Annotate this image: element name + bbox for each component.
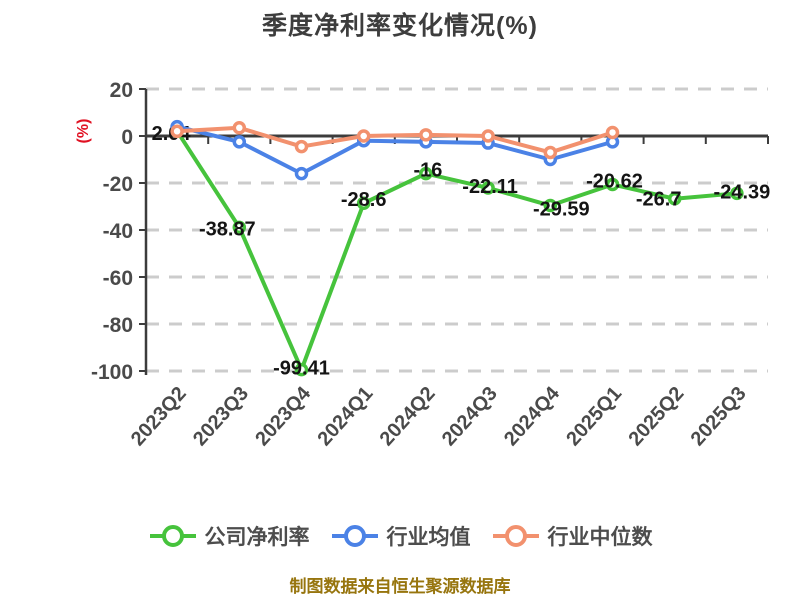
series-industry-median [170, 121, 620, 160]
data-point-label: -38.87 [199, 218, 256, 240]
x-tick-label: 2024Q4 [500, 382, 565, 450]
y-axis-name: (%) [75, 119, 92, 144]
data-point-label: -28.6 [341, 189, 387, 211]
x-tick-label: 2024Q2 [376, 383, 440, 451]
data-point-marker[interactable] [356, 129, 371, 143]
y-tick-label: -40 [103, 220, 133, 243]
y-tick-label: 20 [110, 79, 133, 102]
data-point-marker[interactable] [543, 198, 558, 213]
x-tick-label: 2025Q1 [562, 383, 626, 451]
data-point-marker[interactable] [667, 191, 682, 206]
data-point-marker[interactable] [232, 220, 247, 235]
y-tick-label: 0 [121, 126, 133, 149]
data-point-marker[interactable] [232, 121, 247, 135]
data-point-marker[interactable] [170, 124, 184, 139]
y-tick-label: -60 [103, 267, 133, 290]
y-tick-label: -20 [103, 173, 133, 196]
legend-item-industry-mean[interactable]: 行业均值 [330, 521, 471, 551]
data-point-label: -22.11 [462, 176, 518, 198]
legend-label: 公司净利率 [204, 526, 310, 549]
series-company-net-margin [170, 124, 744, 377]
x-tick-label: 2024Q3 [438, 383, 502, 451]
legend-item-company-net-margin[interactable]: 公司净利率 [148, 521, 310, 551]
series-line [175, 129, 739, 372]
y-tick-label: -80 [103, 314, 133, 337]
data-point-marker[interactable] [605, 177, 620, 192]
legend-label: 行业均值 [386, 526, 471, 549]
data-point-label: -29.59 [533, 199, 590, 221]
data-point-label: -20.62 [586, 170, 643, 192]
legend-marker-company-net-margin [149, 525, 196, 547]
data-point-label: -24.39 [714, 181, 771, 203]
series-labels-company-net-margin: 2.04-38.87-99.41-28.6-16-22.11-29.59-20.… [152, 123, 771, 379]
legend-marker-industry-median [492, 525, 539, 547]
data-source-note: 制图数据来自恒生聚源数据库 [289, 577, 511, 596]
x-tick-label: 2023Q3 [189, 383, 253, 451]
data-point-marker[interactable] [419, 166, 433, 181]
data-point-label: -99.41 [273, 358, 330, 380]
data-point-marker[interactable] [232, 135, 247, 149]
data-point-marker[interactable] [294, 139, 309, 154]
legend-item-industry-median[interactable]: 行业中位数 [491, 521, 653, 551]
series-line [175, 124, 615, 176]
data-point-marker[interactable] [605, 125, 620, 140]
data-point-label: -26.7 [636, 189, 682, 211]
data-point-marker[interactable] [481, 181, 495, 195]
legend-marker-industry-mean [331, 525, 378, 547]
legend-label: 行业中位数 [547, 526, 653, 549]
data-point-marker[interactable] [294, 166, 309, 181]
data-point-marker[interactable] [294, 362, 309, 377]
data-point-label: -16 [413, 160, 442, 182]
x-tick-label: 2023Q2 [127, 383, 191, 451]
data-point-marker[interactable] [419, 128, 433, 142]
x-tick-label: 2025Q3 [687, 383, 751, 451]
legend: 公司净利率 行业均值 行业中位数 [0, 521, 800, 551]
series-line [175, 125, 615, 155]
y-tick-label: -100 [91, 361, 133, 384]
data-point-marker[interactable] [356, 196, 371, 210]
x-tick-label: 2025Q2 [624, 383, 688, 451]
x-tick-label: 2023Q4 [251, 382, 316, 450]
data-point-marker[interactable] [730, 186, 744, 201]
x-tick-label: 2024Q1 [313, 383, 377, 451]
chart-title: 季度净利率变化情况(%) [262, 12, 538, 40]
data-point-marker[interactable] [543, 145, 558, 160]
data-point-marker[interactable] [481, 129, 495, 143]
